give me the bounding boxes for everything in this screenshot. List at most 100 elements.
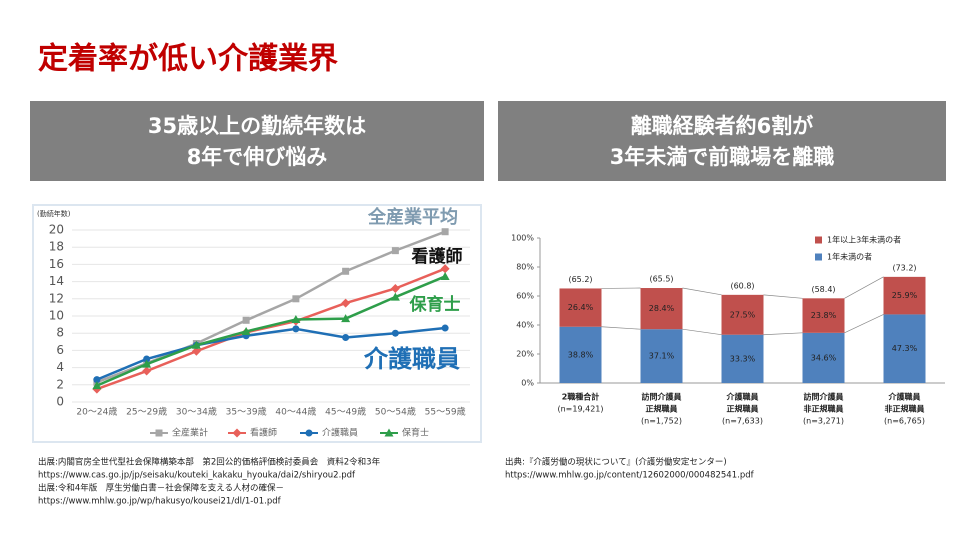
y-tick-label: 12: [49, 291, 64, 305]
x-tick-label: 30～34歳: [176, 406, 217, 418]
x-tick-label: 正規職員: [646, 404, 678, 414]
x-tick-label: 55～59歳: [425, 406, 466, 418]
x-tick-label: 正規職員: [727, 404, 759, 414]
marker: [440, 271, 450, 280]
legend-label: 看護師: [250, 427, 277, 439]
marker: [292, 295, 300, 303]
marker: [232, 428, 242, 438]
banner-text: 離職経験者約6割が: [631, 114, 814, 138]
y-tick-label: 0: [56, 395, 64, 409]
y-axis-label: (勤続年数): [37, 209, 71, 218]
marker: [93, 376, 101, 384]
marker: [241, 326, 251, 335]
x-tick-label: (n=7,633): [722, 417, 763, 426]
source: 出展:令和4年版 厚生労働白書－社会保障を支える人材の確保－: [38, 483, 284, 494]
marker: [342, 334, 350, 341]
x-tick-label: 訪問介護員: [642, 392, 682, 402]
y-tick-label: 0%: [521, 379, 534, 388]
x-tick-label: 40～44歳: [275, 406, 316, 418]
legend-swatch: [815, 253, 822, 261]
series-line: [96, 267, 446, 391]
y-tick-label: 18: [49, 240, 64, 254]
x-tick-label: (n=6,765): [884, 417, 925, 426]
x-tick-label: (n=19,421): [557, 405, 603, 414]
legend-swatch: [815, 236, 822, 244]
y-tick-label: 14: [49, 274, 64, 288]
x-tick-label: 35～39歳: [226, 406, 267, 418]
annotation: 保育士: [409, 294, 461, 315]
value-label: 34.6%: [811, 353, 837, 362]
y-tick-label: 16: [49, 257, 64, 271]
total-label: (65.5): [649, 275, 673, 284]
x-tick-label: 介護職員: [888, 392, 921, 402]
marker: [142, 359, 152, 368]
value-label: 23.8%: [811, 311, 837, 320]
x-tick-label: (n=3,271): [803, 417, 844, 426]
y-tick-label: 60%: [516, 292, 534, 301]
marker: [291, 314, 301, 323]
connector: [763, 332, 803, 336]
source: https://www.mhlw.go.jp/wp/hakusyo/kousei…: [38, 497, 282, 507]
value-label: 38.8%: [568, 350, 594, 359]
connector: [844, 314, 884, 334]
marker: [341, 298, 351, 308]
x-tick-label: 25～29歳: [126, 406, 167, 418]
total-label: (73.2): [892, 263, 916, 272]
connector: [763, 294, 803, 299]
annotation: 看護師: [411, 246, 463, 267]
slide-title: 定着率が低い介護業界: [38, 42, 338, 77]
value-label: 28.4%: [649, 304, 675, 313]
banner: [30, 101, 484, 181]
y-tick-label: 10: [49, 309, 64, 323]
bar-segment: [802, 332, 845, 383]
marker: [441, 324, 449, 332]
bar-segment: [802, 298, 845, 333]
marker: [292, 325, 300, 333]
marker: [390, 283, 400, 293]
connector: [601, 326, 641, 330]
y-tick-label: 4: [56, 360, 64, 374]
legend-label: 介護職員: [322, 427, 358, 439]
value-label: 33.3%: [730, 354, 756, 363]
legend-label: 1年未満の者: [827, 252, 872, 262]
bar-segment: [721, 294, 764, 335]
connector: [682, 287, 722, 296]
value-label: 47.3%: [892, 344, 918, 353]
y-tick-label: 80%: [516, 263, 534, 272]
banner-text: 3年未満で前職場を離職: [610, 145, 835, 169]
annotation: 介護職員: [363, 345, 460, 373]
total-label: (65.2): [568, 275, 592, 284]
bar-segment: [883, 314, 926, 383]
total-label: (60.8): [730, 281, 754, 290]
marker: [440, 264, 450, 274]
marker: [441, 228, 449, 236]
banner-text: 35歳以上の勤続年数は: [148, 114, 366, 138]
source: https://www.mhlw.go.jp/content/12602000/…: [505, 471, 755, 481]
y-tick-label: 100%: [511, 234, 534, 243]
bar-segment: [721, 334, 764, 383]
y-tick-label: 40%: [516, 321, 534, 330]
series-line: [96, 275, 446, 387]
source: https://www.cas.go.jp/jp/seisaku/kouteki…: [38, 471, 356, 481]
bar-segment: [559, 326, 602, 383]
legend-label: 1年以上3年未満の者: [827, 235, 901, 245]
marker: [155, 429, 163, 437]
y-tick-label: 20: [49, 223, 64, 237]
marker: [391, 247, 399, 255]
total-label: (58.4): [811, 285, 835, 294]
x-tick-label: 非正規職員: [804, 404, 844, 414]
x-tick-label: 45～49歳: [325, 406, 366, 418]
marker: [341, 314, 351, 323]
chart-frame: [32, 204, 482, 443]
y-tick-label: 2: [56, 377, 64, 391]
marker: [92, 381, 102, 390]
value-label: 27.5%: [730, 310, 756, 319]
marker: [142, 366, 152, 376]
banner: [498, 101, 946, 181]
x-tick-label: 訪問介護員: [804, 392, 844, 402]
bar-segment: [640, 329, 683, 383]
series-line: [96, 326, 446, 381]
y-tick-label: 8: [56, 326, 64, 340]
